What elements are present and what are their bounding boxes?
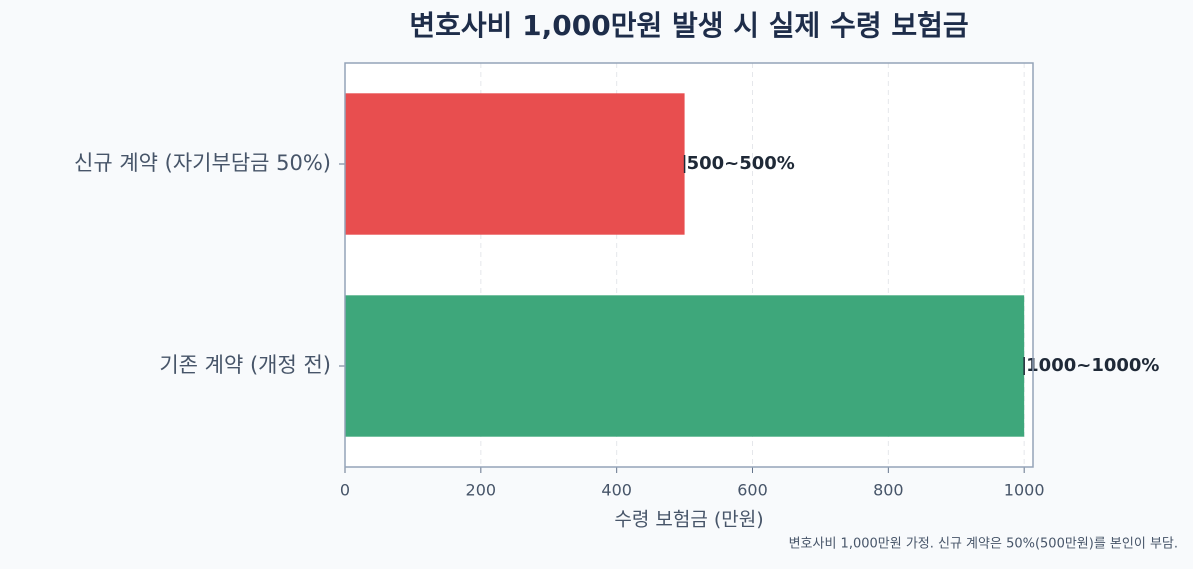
value-label: 500~500% xyxy=(687,153,795,174)
x-tick-label: 600 xyxy=(737,481,768,500)
bar xyxy=(345,295,1025,437)
footnote: 변호사비 1,000만원 가정. 신규 계약은 50%(500만원)를 본인이 … xyxy=(789,537,1178,552)
x-tick-label: 400 xyxy=(601,481,632,500)
chart-title: 변호사비 1,000만원 발생 시 실제 수령 보험금 xyxy=(409,9,968,42)
x-tick-label: 200 xyxy=(466,481,497,500)
x-tick-label: 0 xyxy=(340,481,350,500)
y-tick-label: 신규 계약 (자기부담금 50%) xyxy=(74,151,331,175)
x-tick-label: 1000 xyxy=(1004,481,1045,500)
bar xyxy=(345,93,685,235)
value-label: 1000~1000% xyxy=(1026,355,1159,376)
plot-frame xyxy=(344,62,1034,468)
x-axis-label: 수령 보험금 (만원) xyxy=(614,509,763,531)
y-tick-label: 기존 계약 (개정 전) xyxy=(159,353,331,377)
x-tick-label: 800 xyxy=(873,481,904,500)
